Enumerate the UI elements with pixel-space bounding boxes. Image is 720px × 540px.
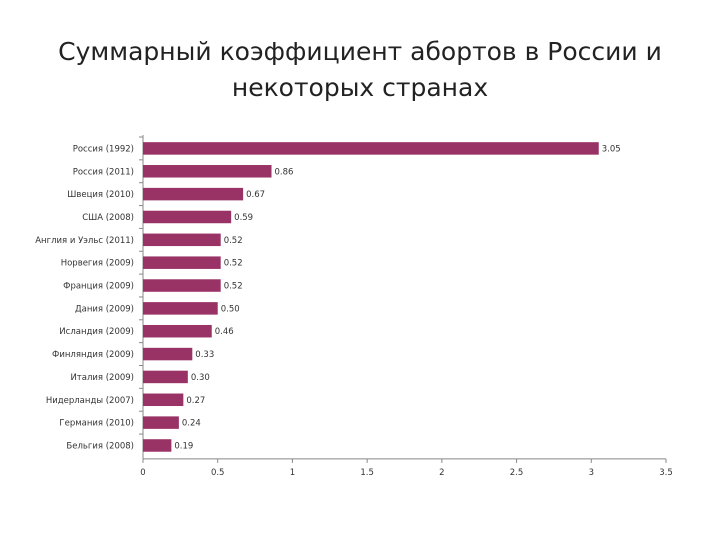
data-label: 0.52 [224, 282, 243, 292]
category-label: Франция (2009) [63, 282, 134, 292]
x-tick-label: 1 [290, 468, 295, 478]
chart-title: Суммарный коэффициент абортов в России и… [0, 34, 720, 106]
data-label: 0.19 [174, 441, 193, 451]
bar [143, 256, 221, 269]
bar [143, 439, 172, 452]
x-tick-label: 2.5 [510, 468, 524, 478]
bar [143, 393, 184, 407]
bar [143, 210, 232, 224]
chart-title-line-2: некоторых странах [231, 73, 489, 102]
category-label: Швеция (2010) [67, 190, 134, 200]
data-label: 3.05 [602, 144, 621, 154]
data-label: 0.46 [215, 327, 234, 337]
category-label: Нидерланды (2007) [46, 396, 134, 406]
bar [143, 302, 218, 315]
bar [143, 142, 599, 155]
data-label: 0.52 [224, 236, 243, 246]
bar [143, 279, 221, 292]
category-label: Германия (2010) [59, 419, 134, 429]
bar [143, 416, 179, 429]
category-label: Бельгия (2008) [66, 441, 134, 451]
x-tick-label: 0 [140, 468, 145, 478]
data-label: 0.30 [191, 373, 210, 383]
category-label: Исландия (2009) [59, 327, 134, 337]
data-label: 0.27 [186, 396, 205, 406]
data-label: 0.50 [221, 304, 240, 314]
data-label: 0.59 [234, 213, 253, 223]
data-label: 0.33 [195, 350, 214, 360]
category-label: Россия (2011) [73, 167, 134, 177]
bar [143, 370, 188, 384]
bar [143, 347, 193, 361]
data-label: 0.67 [246, 190, 265, 200]
x-tick-label: 1.5 [360, 468, 374, 478]
category-label: Италия (2009) [70, 373, 134, 383]
x-tick-label: 0.5 [211, 468, 225, 478]
chart-title-line-1: Суммарный коэффициент абортов в России и [58, 37, 662, 66]
category-label: Финляндия (2009) [52, 350, 134, 360]
x-tick-label: 3.5 [659, 468, 673, 478]
bar [143, 187, 244, 201]
data-label: 0.52 [224, 259, 243, 269]
category-label: Норвегия (2009) [61, 259, 134, 269]
x-tick-label: 2 [439, 468, 444, 478]
data-label: 0.86 [275, 167, 294, 177]
bar [143, 165, 272, 178]
x-tick-label: 3 [589, 468, 594, 478]
bar [143, 324, 212, 338]
bar [143, 233, 221, 247]
category-label: Англия и Уэльс (2011) [35, 236, 134, 246]
category-label: Россия (1992) [73, 144, 134, 154]
category-label: США (2008) [82, 213, 134, 223]
category-label: Дания (2009) [75, 304, 134, 314]
data-label: 0.24 [182, 419, 201, 429]
